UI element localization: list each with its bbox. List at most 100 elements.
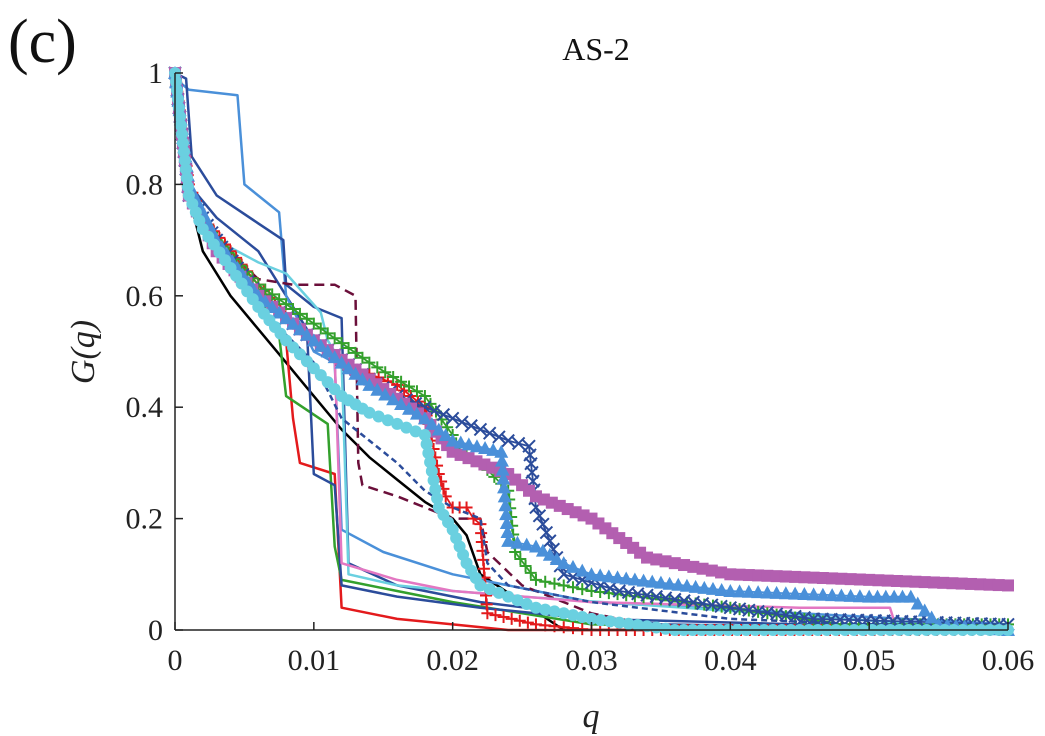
square-marker [826, 572, 839, 585]
triangle-marker [565, 559, 580, 573]
circle-marker [585, 612, 598, 625]
cross-marker [566, 570, 580, 584]
series-16 [169, 67, 1014, 636]
plus-marker [395, 375, 408, 388]
cross-marker [445, 411, 460, 426]
triangle-marker [386, 392, 401, 406]
triangle-marker [528, 539, 543, 553]
circle-marker [613, 616, 626, 629]
square-marker [561, 503, 574, 516]
circle-marker [511, 594, 524, 607]
circle-marker [502, 590, 515, 603]
square-marker [678, 559, 691, 572]
triangle-marker [327, 350, 342, 364]
triangle-marker [292, 322, 307, 336]
plus-marker [519, 559, 532, 572]
triangle-marker [535, 543, 550, 557]
plus-marker [280, 298, 293, 311]
square-marker [696, 562, 709, 575]
square-marker [853, 573, 866, 586]
plus-marker [489, 609, 502, 622]
circle-marker [483, 583, 496, 596]
triangle-marker [501, 533, 516, 547]
plus-marker [497, 611, 510, 624]
circle-marker [424, 456, 437, 469]
plus-marker [307, 317, 320, 330]
triangle-marker [478, 441, 493, 455]
plus-marker [548, 577, 561, 590]
cross-marker [492, 430, 506, 444]
plus-marker [328, 332, 341, 345]
triangle-marker [510, 535, 525, 549]
circle-marker [179, 163, 192, 176]
square-marker [668, 557, 681, 570]
triangle-marker [732, 584, 747, 598]
square-marker [779, 570, 792, 583]
circle-marker [181, 180, 194, 193]
plus-marker [387, 370, 400, 383]
triangle-marker [265, 299, 280, 313]
triangle-marker [431, 422, 446, 436]
triangle-marker [549, 551, 564, 565]
plus-marker [300, 312, 313, 325]
plus-marker [539, 575, 552, 588]
circle-marker [172, 102, 185, 115]
x-tick-label: 0.01 [288, 644, 341, 677]
x-tick-label: 0 [168, 644, 183, 677]
square-marker [798, 571, 811, 584]
plus-marker [594, 586, 607, 599]
plus-marker [514, 552, 527, 565]
circle-marker [175, 128, 188, 141]
plus-marker [403, 380, 416, 393]
triangle-marker [497, 480, 512, 494]
square-marker [715, 566, 728, 579]
cross-marker [539, 525, 554, 540]
cross-marker [532, 509, 547, 523]
triangle-marker [910, 596, 925, 610]
square-marker [835, 572, 848, 585]
triangle-marker [671, 577, 686, 591]
plus-marker [314, 322, 327, 335]
square-marker [983, 578, 996, 591]
triangle-marker [313, 338, 328, 352]
triangle-marker [575, 563, 590, 577]
triangle-marker [679, 578, 694, 592]
triangle-marker [519, 537, 534, 551]
plus-marker [349, 346, 362, 359]
circle-marker [659, 622, 672, 635]
panel-label: (c) [8, 8, 77, 76]
plus-marker [410, 385, 423, 398]
square-marker [955, 577, 968, 590]
square-marker [918, 576, 931, 589]
circle-marker [520, 598, 533, 611]
square-marker [687, 560, 700, 573]
circle-marker [431, 492, 444, 505]
triangle-marker [445, 433, 460, 447]
triangle-marker [500, 524, 515, 538]
square-marker [890, 574, 903, 587]
plus-marker [646, 592, 659, 605]
x-tick-label: 0.03 [565, 644, 618, 677]
triangle-marker [486, 442, 501, 456]
square-marker [863, 573, 876, 586]
plus-marker [342, 342, 355, 355]
triangle-marker [542, 547, 557, 561]
plus-marker [266, 288, 279, 301]
triangle-marker [438, 428, 453, 442]
square-marker [844, 573, 857, 586]
triangle-marker [917, 603, 932, 617]
circle-marker [576, 611, 589, 624]
circle-marker [548, 605, 561, 618]
triangle-marker [903, 589, 918, 603]
triangle-marker [370, 382, 385, 396]
plus-marker [287, 303, 300, 316]
cross-marker [511, 436, 526, 451]
cross-marker [603, 581, 617, 595]
square-marker [752, 569, 765, 582]
circle-marker [169, 75, 182, 88]
triangle-marker [705, 581, 720, 595]
triangle-marker [348, 366, 363, 380]
circle-marker [400, 421, 413, 434]
axes: 0 0.01 0.02 0.03 0.04 0.05 0.06 0 0.2 0.4 0.6 0.8 1 [126, 57, 1035, 677]
triangle-marker [286, 316, 301, 330]
